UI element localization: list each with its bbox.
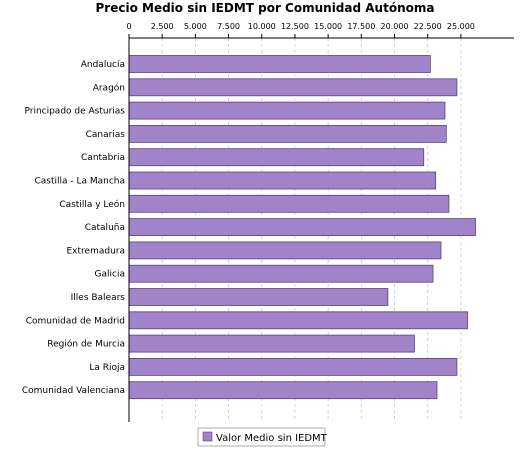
bar [128,55,431,73]
bar [128,125,447,143]
bar [128,288,389,306]
category-label: Comunidad de Madrid [26,316,125,326]
x-tick-label: 2.500 [151,22,174,31]
bar [128,148,425,167]
chart-title: Precio Medio sin IEDMT por Comunidad Aut… [96,1,435,15]
category-label: Castilla y León [59,199,125,210]
category-label: Principado de Asturias [24,107,125,117]
bar [128,311,468,330]
x-tick-label: 22.500 [414,22,442,31]
category-label: Canarias [86,130,126,140]
x-tick-label: 15.000 [314,22,342,31]
bar [128,78,458,97]
legend: Valor Medio sin IEDMT [197,427,328,447]
x-tick-label: 5.000 [184,22,207,31]
category-label: Castilla - La Mancha [34,177,125,187]
bar [128,334,415,353]
bars [128,55,476,400]
bar [128,218,476,237]
bar [128,357,458,376]
x-tick-label: 12.500 [281,22,309,31]
x-axis-ticks: 0 2.500 5.000 7.500 10.000 12.500 15.000 17.500… [126,22,475,38]
bar [128,101,446,120]
category-label: Extremadura [67,246,126,256]
bar [128,381,438,400]
category-label: Aragón [93,82,125,93]
legend-box [197,427,326,447]
category-labels: Andalucía Aragón Principado de Asturias Can… [22,60,125,396]
category-label: Región de Murcia [47,339,125,350]
x-tick-label: 10.000 [248,22,276,31]
bar [128,171,437,190]
legend-swatch [202,431,213,442]
category-label: La Rioja [89,363,125,373]
category-label: Cataluña [85,223,125,233]
x-tick-label: 20.000 [381,22,409,31]
x-tick-label: 0 [126,22,131,31]
bar [128,241,442,260]
x-tick-label: 25.000 [447,22,475,31]
category-label: Cantabria [81,153,125,163]
bar [128,194,450,213]
x-tick-label: 7.500 [217,22,240,31]
legend-label: Valor Medio sin IEDMT [216,433,328,444]
category-label: Galicia [95,270,125,280]
x-tick-label: 17.500 [347,22,375,31]
category-label: Comunidad Valenciana [22,386,125,396]
bar [128,264,434,283]
category-label: Illes Balears [71,293,126,303]
category-label: Andalucía [81,60,125,70]
